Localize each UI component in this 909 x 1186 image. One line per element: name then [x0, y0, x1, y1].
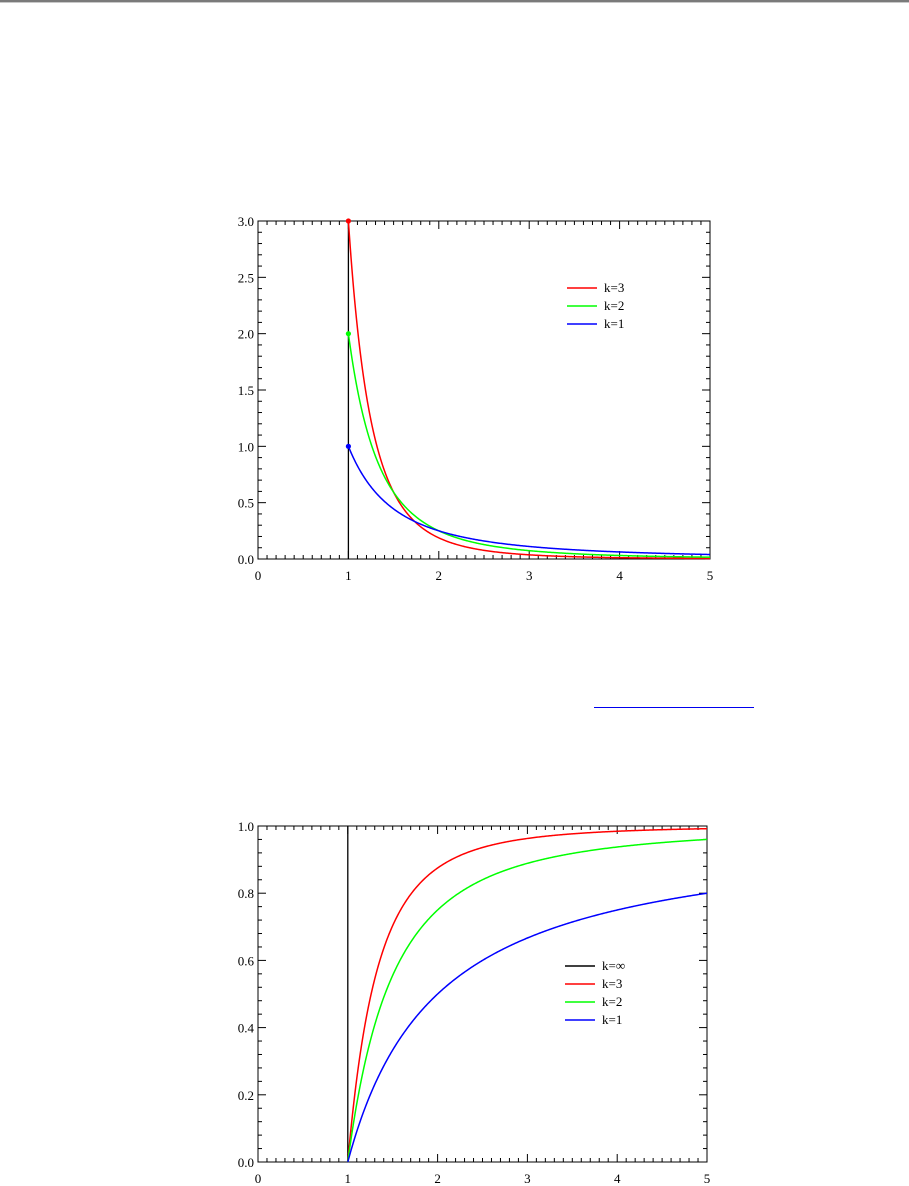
x-tick-label: 0 [255, 1171, 262, 1186]
pdf-chart: 0 1 2 3 4 5 0.0 0.5 1.0 1.5 2.0 2.5 3.0 k=3 k=2 k=1 [238, 214, 714, 583]
x-tick-label: 5 [707, 568, 714, 583]
legend-label: k=3 [602, 976, 622, 991]
hyperlink-underline[interactable] [594, 707, 754, 708]
x-tick-label: 4 [616, 568, 623, 583]
series-line-k=2 [347, 838, 708, 1163]
x-tick-label: 3 [526, 568, 533, 583]
y-tick-label: 0.0 [238, 1155, 254, 1170]
x-tick-label: 2 [436, 568, 443, 583]
y-tick-label: 2.5 [238, 270, 254, 285]
y-tick-label: 0.5 [238, 496, 254, 511]
series-line-k=3 [347, 220, 711, 560]
series-point-k=1 [345, 443, 351, 449]
legend-label: k=1 [602, 1012, 622, 1027]
x-tick-label: 1 [345, 568, 352, 583]
y-tick-label: 3.0 [238, 214, 254, 229]
x-tick-label: 4 [614, 1171, 621, 1186]
legend-label: k=2 [604, 298, 624, 313]
y-tick-label: 0.8 [238, 886, 254, 901]
y-tick-label: 0.4 [238, 1021, 255, 1036]
series-line-k=1 [347, 892, 708, 1163]
series-point-k=2 [345, 331, 351, 337]
y-tick-label: 0.0 [238, 552, 254, 567]
y-tick-label: 0.6 [238, 953, 255, 968]
series-line-k=2 [347, 333, 711, 558]
page-top-rule [0, 0, 909, 3]
x-tick-label: 0 [255, 568, 262, 583]
legend-label: k=∞ [602, 958, 625, 973]
y-tick-label: 1.0 [238, 819, 254, 834]
series-line-k=1 [347, 446, 711, 556]
x-tick-label: 5 [704, 1171, 711, 1186]
legend-label: k=1 [604, 316, 624, 331]
legend-label: k=3 [604, 280, 624, 295]
x-tick-label: 1 [345, 1171, 352, 1186]
legend-label: k=2 [602, 994, 622, 1009]
y-tick-label: 1.0 [238, 439, 254, 454]
y-tick-label: 1.5 [238, 383, 254, 398]
x-tick-label: 3 [524, 1171, 531, 1186]
y-tick-label: 2.0 [238, 327, 254, 342]
series-line-k=3 [347, 827, 708, 1163]
series-point-k=3 [345, 218, 351, 224]
x-tick-label: 2 [434, 1171, 441, 1186]
y-tick-label: 0.2 [238, 1088, 254, 1103]
plot-frame [257, 825, 708, 1163]
